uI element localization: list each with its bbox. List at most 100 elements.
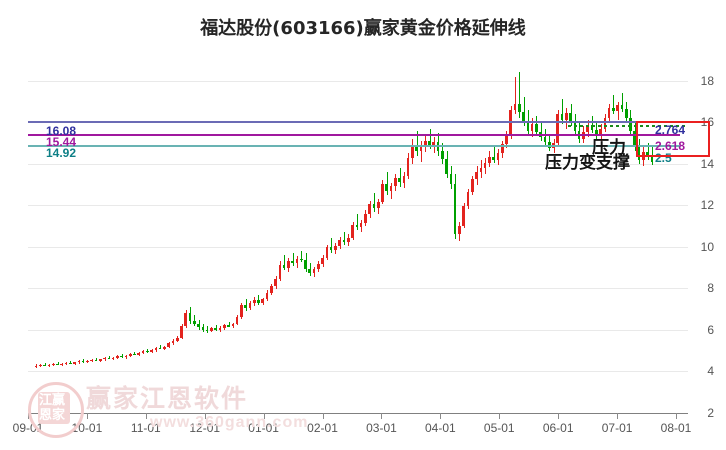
candle-body	[116, 356, 119, 358]
candle-body	[304, 260, 307, 269]
extension-line	[28, 120, 680, 123]
candle-body	[257, 299, 260, 303]
candle-wick	[229, 322, 230, 328]
candle-wick	[160, 344, 161, 350]
x-axis-tick	[263, 413, 265, 419]
candle-body	[43, 364, 46, 366]
candle-body	[620, 104, 624, 109]
candle-wick	[400, 167, 401, 187]
watermark-brand: 赢家江恩软件	[86, 384, 249, 413]
y-axis-tick-label: 2	[707, 406, 714, 420]
candle-body	[299, 258, 303, 261]
candle-body	[560, 113, 564, 121]
candle-wick	[648, 143, 649, 160]
candle-body	[163, 346, 166, 349]
candle-wick	[96, 358, 97, 362]
highlight-box	[636, 121, 710, 157]
x-axis-tick-label: 08-01	[660, 421, 692, 435]
candle-body	[201, 327, 205, 330]
candle-body	[411, 147, 414, 158]
candle-body	[556, 113, 560, 144]
level-tag-15-44: 15.44	[46, 135, 77, 149]
x-axis-baseline	[28, 413, 688, 414]
candle-body	[376, 202, 380, 209]
y-axis-tick-label: 18	[700, 73, 714, 88]
candle-body	[137, 353, 141, 355]
y-axis-tick-label: 6	[707, 322, 714, 337]
candle-body	[47, 365, 51, 367]
candle-body	[51, 363, 55, 366]
seal-text-top: 江赢	[39, 393, 66, 408]
x-axis-tick	[86, 413, 88, 419]
candle-body	[351, 225, 354, 238]
grid-line	[28, 163, 688, 165]
candle-body	[586, 125, 590, 132]
candle-body	[197, 323, 200, 328]
candle-body	[150, 350, 153, 352]
candle-body	[543, 136, 547, 143]
candle-wick	[194, 315, 195, 326]
candle-body	[359, 223, 363, 228]
candle-body	[295, 258, 299, 264]
candle-body	[492, 156, 495, 160]
candle-wick	[207, 325, 208, 334]
candle-body	[86, 361, 89, 363]
candle-body	[167, 343, 170, 347]
candle-body	[252, 299, 256, 304]
candle-wick	[109, 356, 110, 360]
candle-wick	[519, 72, 520, 119]
candle-wick	[70, 361, 71, 365]
candle-body	[205, 329, 209, 331]
candle-body	[368, 204, 371, 214]
candle-body	[449, 174, 453, 184]
candle-body	[479, 167, 483, 173]
candle-wick	[592, 116, 593, 133]
candle-body	[415, 147, 418, 152]
candle-body	[500, 144, 504, 154]
ratio-tag-2-5: 2.5	[655, 151, 672, 165]
candle-body	[73, 362, 76, 364]
candle-body	[145, 350, 149, 352]
candle-body	[81, 361, 85, 363]
grid-line	[28, 205, 688, 207]
candle-body	[646, 152, 649, 156]
candle-body	[56, 363, 59, 365]
candle-body	[69, 362, 72, 364]
candle-body	[496, 153, 500, 160]
candle-body	[406, 157, 410, 177]
candle-body	[282, 264, 286, 268]
level-tag-14-92: 14.92	[46, 146, 77, 160]
candle-wick	[216, 325, 217, 331]
candle-wick	[622, 93, 623, 112]
candle-body	[458, 226, 461, 235]
candle-body	[629, 118, 632, 131]
candle-wick	[122, 354, 123, 358]
ratio-tag-2-764: 2.764	[655, 123, 686, 137]
candle-body	[432, 142, 436, 146]
candle-body	[269, 286, 273, 293]
candle-body	[171, 340, 175, 344]
candle-wick	[284, 255, 285, 270]
candle-body	[398, 178, 401, 183]
seal-inner	[38, 392, 70, 424]
candle-body	[526, 122, 530, 131]
candle-body	[428, 140, 431, 146]
grid-line	[28, 371, 688, 373]
candle-body	[244, 305, 247, 309]
candle-wick	[344, 232, 345, 245]
candle-body	[308, 268, 312, 273]
candle-body	[389, 185, 393, 191]
grid-line	[28, 288, 688, 290]
candle-body	[210, 328, 213, 331]
candle-body	[530, 124, 534, 131]
candle-body	[565, 112, 568, 121]
candle-wick	[494, 147, 495, 163]
candle-wick	[246, 298, 247, 312]
candle-body	[385, 183, 389, 191]
candle-body	[466, 191, 470, 207]
candle-body	[419, 146, 423, 152]
candle-wick	[545, 128, 546, 146]
extension-line	[568, 125, 688, 128]
candle-body	[111, 357, 115, 359]
candle-body	[535, 124, 538, 132]
